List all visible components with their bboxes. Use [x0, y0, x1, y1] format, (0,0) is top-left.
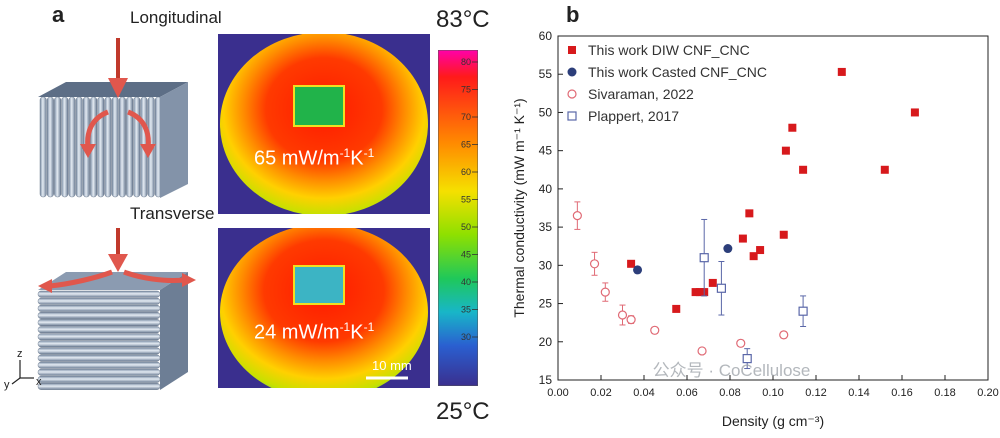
heat-flow-arrow-down-icon	[108, 38, 128, 98]
axis-y-label: y	[4, 379, 10, 391]
x-tick-label: 0.16	[891, 387, 912, 399]
data-point-series-1	[910, 108, 919, 117]
axis-x-label: x	[36, 376, 42, 388]
y-tick-label: 40	[539, 182, 553, 196]
data-point-series-1	[745, 209, 754, 218]
data-point-series-3	[779, 330, 789, 340]
heat-flow-arrow-down-2-icon	[108, 228, 128, 272]
data-point-series-1	[691, 288, 700, 297]
heat-spread-right-2-icon	[123, 269, 185, 283]
colorbar-tick-label: 55	[461, 195, 471, 205]
data-point-series-1	[779, 230, 788, 239]
x-tick-label: 0.04	[633, 387, 654, 399]
legend-marker-4	[567, 111, 577, 121]
data-point-series-3	[572, 211, 582, 221]
legend-marker-1	[568, 46, 576, 54]
longitudinal-label: Longitudinal	[130, 8, 222, 27]
data-point-series-1	[756, 246, 765, 255]
y-tick-label: 35	[539, 220, 553, 234]
fiber-schematics: z x y	[4, 38, 196, 391]
data-point-series-1	[837, 67, 846, 76]
x-tick-label: 0.20	[977, 387, 998, 399]
data-point-series-1	[781, 146, 790, 155]
longitudinal-block	[38, 82, 188, 198]
x-tick-label: 0.02	[590, 387, 611, 399]
temperature-colorbar: 80 75 70 65 60 55 50 45 40 35 30	[438, 50, 478, 386]
y-tick-label: 55	[539, 67, 553, 81]
transverse-block	[37, 272, 188, 390]
panel-b-letter: b	[566, 2, 580, 27]
colorbar-tick-label: 80	[461, 57, 471, 67]
colorbar-tick-label: 70	[461, 112, 471, 122]
y-tick-label: 50	[539, 105, 553, 119]
thermal-conductivity-chart: 0.00 0.02 0.04 0.06 0.08 0.10 0.12 0.14 0.16 0.18…	[511, 29, 999, 429]
data-point-series-4	[742, 353, 752, 364]
y-tick-label: 20	[539, 335, 553, 349]
colorbar-tick-label: 75	[461, 85, 471, 95]
colorbar-tick-label: 45	[461, 250, 471, 260]
x-axis-label: Density (g cm⁻³)	[722, 413, 824, 429]
transverse-label: Transverse	[130, 204, 215, 223]
x-tick-label: 0.08	[719, 387, 740, 399]
colorbar-tick-label: 40	[461, 277, 471, 287]
y-tick-label: 25	[539, 297, 553, 311]
data-point-series-4	[716, 283, 726, 293]
scale-bar-label: 10 mm	[372, 358, 412, 373]
thermal-image-longitudinal	[218, 34, 430, 214]
colorbar-tick-label: 30	[461, 332, 471, 342]
data-point-series-1	[788, 123, 797, 132]
legend-marker-3	[567, 89, 577, 99]
x-tick-label: 0.00	[547, 387, 568, 399]
x-tick-label: 0.12	[805, 387, 826, 399]
data-point-series-3	[626, 315, 636, 325]
legend-label-3: Sivaraman, 2022	[588, 86, 694, 102]
y-tick-label: 45	[539, 144, 553, 158]
colorbar-tick-label: 35	[461, 305, 471, 315]
x-tick-label: 0.18	[934, 387, 955, 399]
data-point-series-2	[723, 244, 733, 254]
watermark-text: 公众号 · CoCellulose	[653, 361, 811, 380]
heat-spread-left-2-icon	[49, 269, 113, 289]
legend-label-1: This work DIW CNF_CNC	[588, 42, 750, 58]
y-tick-label: 30	[539, 258, 553, 272]
data-point-series-3	[600, 287, 610, 297]
thermal-label-longitudinal: 65 mW/m-1K-1	[254, 146, 375, 170]
colorbar-tick-label: 65	[461, 140, 471, 150]
thermal-label-transverse: 24 mW/m-1K-1	[254, 320, 375, 344]
data-point-series-3	[650, 325, 660, 335]
colorbar-tick-label: 60	[461, 167, 471, 177]
legend-marker-2	[567, 67, 577, 77]
y-tick-label: 15	[539, 373, 553, 387]
data-point-series-1	[672, 304, 681, 313]
temp-max-label: 83°C	[436, 6, 490, 33]
xyz-axes-icon	[11, 360, 34, 385]
data-point-series-4	[699, 253, 709, 263]
legend-label-2: This work Casted CNF_CNC	[588, 64, 767, 80]
data-point-series-3	[697, 346, 707, 356]
data-point-series-1	[738, 234, 747, 243]
thermal-image-transverse	[218, 228, 430, 388]
data-point-series-1	[799, 165, 808, 174]
x-tick-label: 0.06	[676, 387, 697, 399]
data-point-series-1	[880, 165, 889, 174]
panel-a-letter: a	[52, 2, 65, 27]
data-point-series-1	[749, 252, 758, 261]
x-tick-label: 0.10	[762, 387, 783, 399]
data-point-series-2	[633, 265, 643, 275]
x-tick-label: 0.14	[848, 387, 869, 399]
y-axis-label: Thermal conductivity (mW m⁻¹ K⁻¹)	[511, 98, 527, 317]
data-point-series-1	[708, 278, 717, 287]
temp-min-label: 25°C	[436, 398, 490, 425]
legend-label-4: Plappert, 2017	[588, 108, 679, 124]
colorbar-tick-label: 50	[461, 222, 471, 232]
y-tick-label: 60	[539, 29, 553, 43]
data-point-series-1	[627, 259, 636, 268]
data-point-series-3	[617, 310, 628, 320]
data-point-series-1	[695, 288, 704, 297]
data-point-series-4	[798, 306, 808, 316]
axis-z-label: z	[17, 348, 23, 360]
data-point-series-3	[589, 259, 600, 269]
data-point-series-3	[736, 338, 746, 348]
